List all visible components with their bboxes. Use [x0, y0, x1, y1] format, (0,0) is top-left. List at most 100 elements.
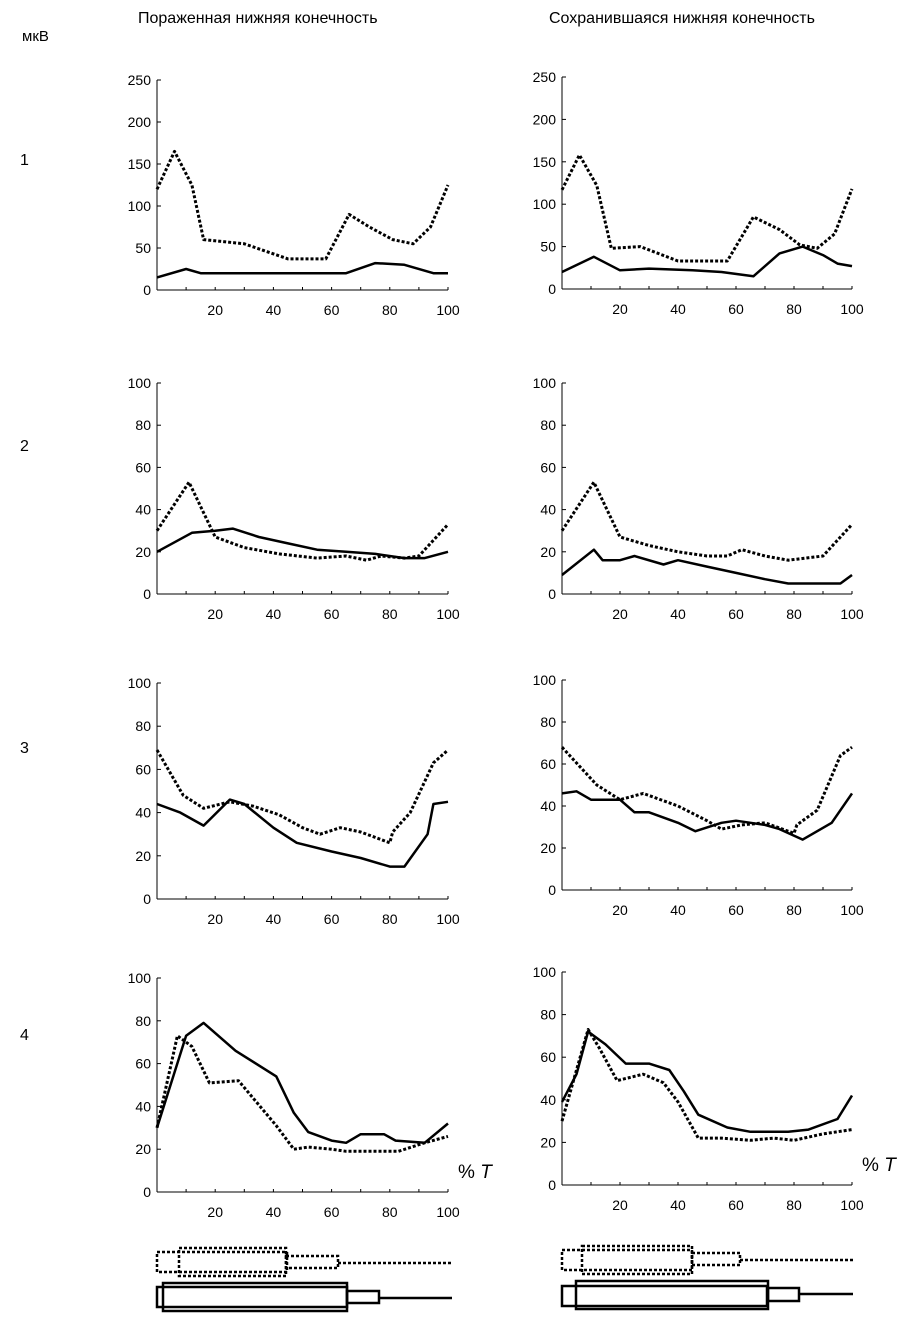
- chart-row3-preserved: 0 20 40 60 80 100 20 40 60 80 100: [533, 672, 864, 918]
- y-tick-label: 200: [533, 111, 557, 127]
- column-title-preserved-limb: Сохранившаяся нижняя конечность: [549, 10, 815, 27]
- y-tick-label: 0: [143, 1184, 151, 1200]
- series-solid-line: [561, 548, 853, 585]
- series-dotted-line: [155, 149, 450, 261]
- x-tick-label: 20: [612, 902, 628, 918]
- x-tick-label: 20: [207, 302, 223, 318]
- x-tick-label: 20: [612, 606, 628, 622]
- x-axis-unit-var: T: [884, 1155, 897, 1176]
- series-solid-line: [561, 245, 853, 278]
- y-unit-label: мкВ: [22, 28, 49, 45]
- phase-bar-solid-small: [345, 1289, 381, 1305]
- x-tick-label: 100: [840, 1197, 864, 1213]
- x-tick-label: 80: [786, 902, 802, 918]
- chart-row2-preserved: 0 20 40 60 80 100 20 40 60 80 100: [533, 375, 864, 622]
- y-tick-label: 80: [540, 417, 556, 433]
- x-tick-label: 40: [670, 301, 686, 317]
- series-solid-line: [156, 261, 448, 279]
- x-tick-label: 40: [670, 606, 686, 622]
- phase-bar-solid-small: [766, 1286, 801, 1303]
- y-tick-label: 40: [540, 798, 556, 814]
- y-tick-label: 0: [548, 1177, 556, 1193]
- x-tick-label: 20: [612, 1197, 628, 1213]
- x-tick-label: 20: [207, 911, 223, 927]
- x-tick-label: 100: [840, 902, 864, 918]
- chart-row1-affected: 0 50 100 150 200 250 20 40 60 80 100: [128, 72, 460, 318]
- y-tick-label: 40: [135, 1098, 151, 1114]
- y-tick-label: 100: [533, 672, 557, 688]
- y-tick-label: 0: [143, 891, 151, 907]
- y-tick-label: 20: [135, 848, 151, 864]
- y-tick-label: 100: [533, 964, 557, 980]
- series-solid-line: [155, 1021, 449, 1145]
- x-tick-label: 40: [670, 902, 686, 918]
- phase-bar-dotted-small: [284, 1254, 340, 1270]
- y-tick-label: 80: [135, 718, 151, 734]
- y-tick-label: 80: [135, 417, 151, 433]
- series-dotted-line: [560, 745, 853, 835]
- x-tick-label: 60: [324, 1204, 340, 1220]
- x-tick-label: 80: [382, 911, 398, 927]
- y-tick-label: 60: [135, 459, 151, 475]
- y-tick-label: 40: [540, 1092, 556, 1108]
- x-tick-label: 100: [436, 911, 460, 927]
- series-dotted-line: [155, 480, 450, 562]
- x-tick-label: 60: [728, 606, 744, 622]
- y-tick-label: 60: [540, 756, 556, 772]
- y-tick-label: 20: [540, 544, 556, 560]
- chart-row1-preserved: 0 50 100 150 200 250 20 40 60 80 100: [533, 69, 864, 317]
- gait-phase-diagram-affected: [155, 1246, 452, 1313]
- y-tick-label: 200: [128, 114, 152, 130]
- y-tick-label: 0: [143, 586, 151, 602]
- x-tick-label: 20: [612, 301, 628, 317]
- series-solid-line: [561, 790, 854, 841]
- x-axis-unit-label: % T: [862, 1155, 897, 1176]
- x-tick-label: 80: [382, 302, 398, 318]
- y-tick-label: 60: [540, 459, 556, 475]
- x-axis-unit-label: % T: [458, 1162, 493, 1183]
- x-tick-label: 20: [207, 1204, 223, 1220]
- x-tick-label: 100: [436, 302, 460, 318]
- y-tick-label: 20: [540, 840, 556, 856]
- row-label-1: 1: [20, 152, 29, 169]
- series-dotted-line: [155, 748, 449, 845]
- x-tick-label: 40: [266, 302, 282, 318]
- phase-bar-solid-outer: [155, 1285, 349, 1309]
- x-tick-label: 40: [266, 1204, 282, 1220]
- x-tick-label: 80: [382, 606, 398, 622]
- phase-bar-dotted-small: [690, 1251, 742, 1267]
- x-axis-unit-prefix: %: [862, 1155, 884, 1176]
- y-tick-label: 80: [135, 1013, 151, 1029]
- y-tick-label: 20: [135, 544, 151, 560]
- x-tick-label: 60: [728, 902, 744, 918]
- y-tick-label: 100: [128, 675, 152, 691]
- y-tick-label: 60: [135, 1056, 151, 1072]
- x-tick-label: 100: [840, 301, 864, 317]
- y-tick-label: 0: [548, 586, 556, 602]
- series-dotted-line: [560, 1028, 853, 1142]
- x-tick-label: 60: [324, 606, 340, 622]
- y-tick-label: 20: [135, 1141, 151, 1157]
- y-tick-label: 20: [540, 1134, 556, 1150]
- x-tick-label: 20: [207, 606, 223, 622]
- x-tick-label: 80: [382, 1204, 398, 1220]
- y-tick-label: 250: [533, 69, 557, 85]
- x-tick-label: 80: [786, 606, 802, 622]
- series-dotted-line: [155, 1034, 449, 1153]
- chart-row2-affected: 0 20 40 60 80 100 20 40 60 80 100: [128, 375, 460, 622]
- y-tick-label: 60: [135, 761, 151, 777]
- y-tick-label: 40: [135, 502, 151, 518]
- x-tick-label: 100: [436, 1204, 460, 1220]
- x-tick-label: 40: [670, 1197, 686, 1213]
- y-tick-label: 0: [548, 882, 556, 898]
- row-label-2: 2: [20, 438, 29, 455]
- phase-bar-dotted-outer: [155, 1250, 289, 1274]
- gait-phase-diagram-preserved: [560, 1244, 853, 1311]
- chart-row3-affected: 0 20 40 60 80 100 20 40 60 80 100: [128, 675, 460, 927]
- chart-row4-affected: 0 20 40 60 80 100 20 40 60 80 100 % T: [128, 970, 494, 1220]
- x-axis-unit-var: T: [480, 1162, 493, 1183]
- phase-bar-dotted-inner: [580, 1244, 694, 1276]
- y-tick-label: 100: [128, 970, 152, 986]
